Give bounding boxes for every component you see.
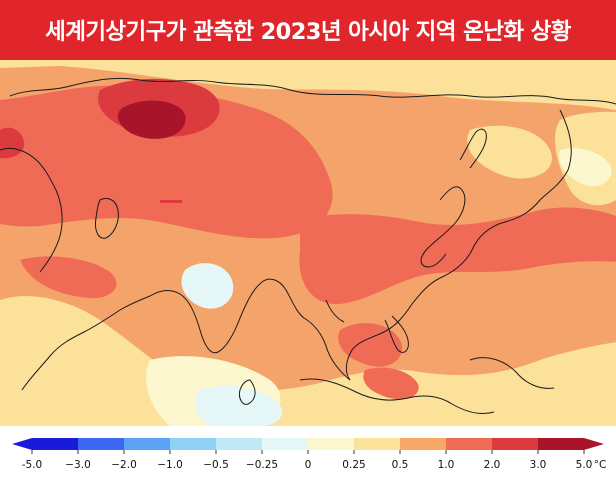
legend-tick-label: −0.5 (203, 459, 229, 471)
title-banner: 세계기상기구가 관측한 2023년 아시아 지역 온난화 상황 (0, 0, 616, 60)
legend-tick-label: −2.0 (111, 459, 137, 471)
legend-tick-label: 0.25 (342, 459, 365, 471)
legend-unit: °C (594, 459, 607, 471)
legend-tick-label: −3.0 (65, 459, 91, 471)
coastline-sri-lanka (239, 379, 256, 405)
region-indian-ocean (194, 385, 283, 426)
coastline-arabia (21, 295, 151, 391)
temperature-anomaly-map (0, 60, 616, 426)
legend-bin (32, 438, 79, 450)
legend-colorbar: -5.0 −3.0 −2.0 −1.0 −0.5 −0.25 0 0.25 0.5 1.0 2.0 3… (12, 438, 607, 471)
legend-bin (78, 438, 125, 450)
legend-bin (308, 438, 355, 450)
legend-tick-label: 0 (305, 459, 312, 471)
coastline-arctic (9, 77, 616, 105)
legend-tick-label: 0.5 (392, 459, 409, 471)
coastline-south-asia (149, 278, 351, 381)
legend-bin (170, 438, 217, 450)
legend-bin (400, 438, 447, 450)
legend-bin (354, 438, 401, 450)
region-east-siberia (467, 125, 552, 179)
legend-bin (538, 438, 585, 450)
color-legend: -5.0 −3.0 −2.0 −1.0 −0.5 −0.25 0 0.25 0.5 1.0 2.0 3… (0, 426, 616, 480)
region-kamchatka (559, 148, 612, 187)
region-lake-marker (160, 200, 182, 203)
legend-tick-label: 2.0 (484, 459, 501, 471)
legend-tick-label: 5.0 (576, 459, 593, 471)
legend-bin (216, 438, 263, 450)
region-borneo (363, 367, 419, 400)
anomaly-high-regions (0, 85, 616, 400)
anomaly-map-svg (0, 60, 616, 426)
legend-tick-label: 1.0 (438, 459, 455, 471)
region-north-asia (0, 85, 333, 239)
coastline-sakhalin (459, 128, 487, 169)
coastline-philippines (384, 315, 409, 353)
region-siberia-peak (117, 100, 186, 139)
legend-tick-label: -5.0 (22, 459, 43, 471)
legend-extend-high (584, 438, 604, 450)
coastline-caspian-west (0, 147, 63, 273)
legend-bin (124, 438, 171, 450)
coastline-japan (420, 186, 466, 268)
coastlines (0, 77, 616, 415)
region-south-china-sea (338, 323, 403, 367)
legend-bin (492, 438, 539, 450)
coastline-indonesia (299, 378, 495, 415)
legend-tick-label: −0.25 (246, 459, 278, 471)
legend-bin (262, 438, 309, 450)
legend-tick-label: 3.0 (530, 459, 547, 471)
page-title: 세계기상기구가 관측한 2023년 아시아 지역 온난화 상황 (45, 19, 571, 45)
coastline-caspian-sea (95, 197, 119, 239)
legend-bin (446, 438, 493, 450)
anomaly-slight-negative-regions (181, 263, 283, 426)
legend-tick-label: −1.0 (157, 459, 183, 471)
region-europe-edge (0, 127, 25, 159)
region-arctic-band (0, 60, 616, 110)
coastline-china-indochina (345, 277, 441, 381)
coastline-new-guinea (469, 357, 555, 389)
coastline-pacific (439, 109, 572, 279)
region-india-north (181, 263, 234, 309)
legend-extend-low (12, 438, 32, 450)
coastline-hainan (325, 299, 345, 323)
region-east-asia-band (299, 207, 616, 305)
